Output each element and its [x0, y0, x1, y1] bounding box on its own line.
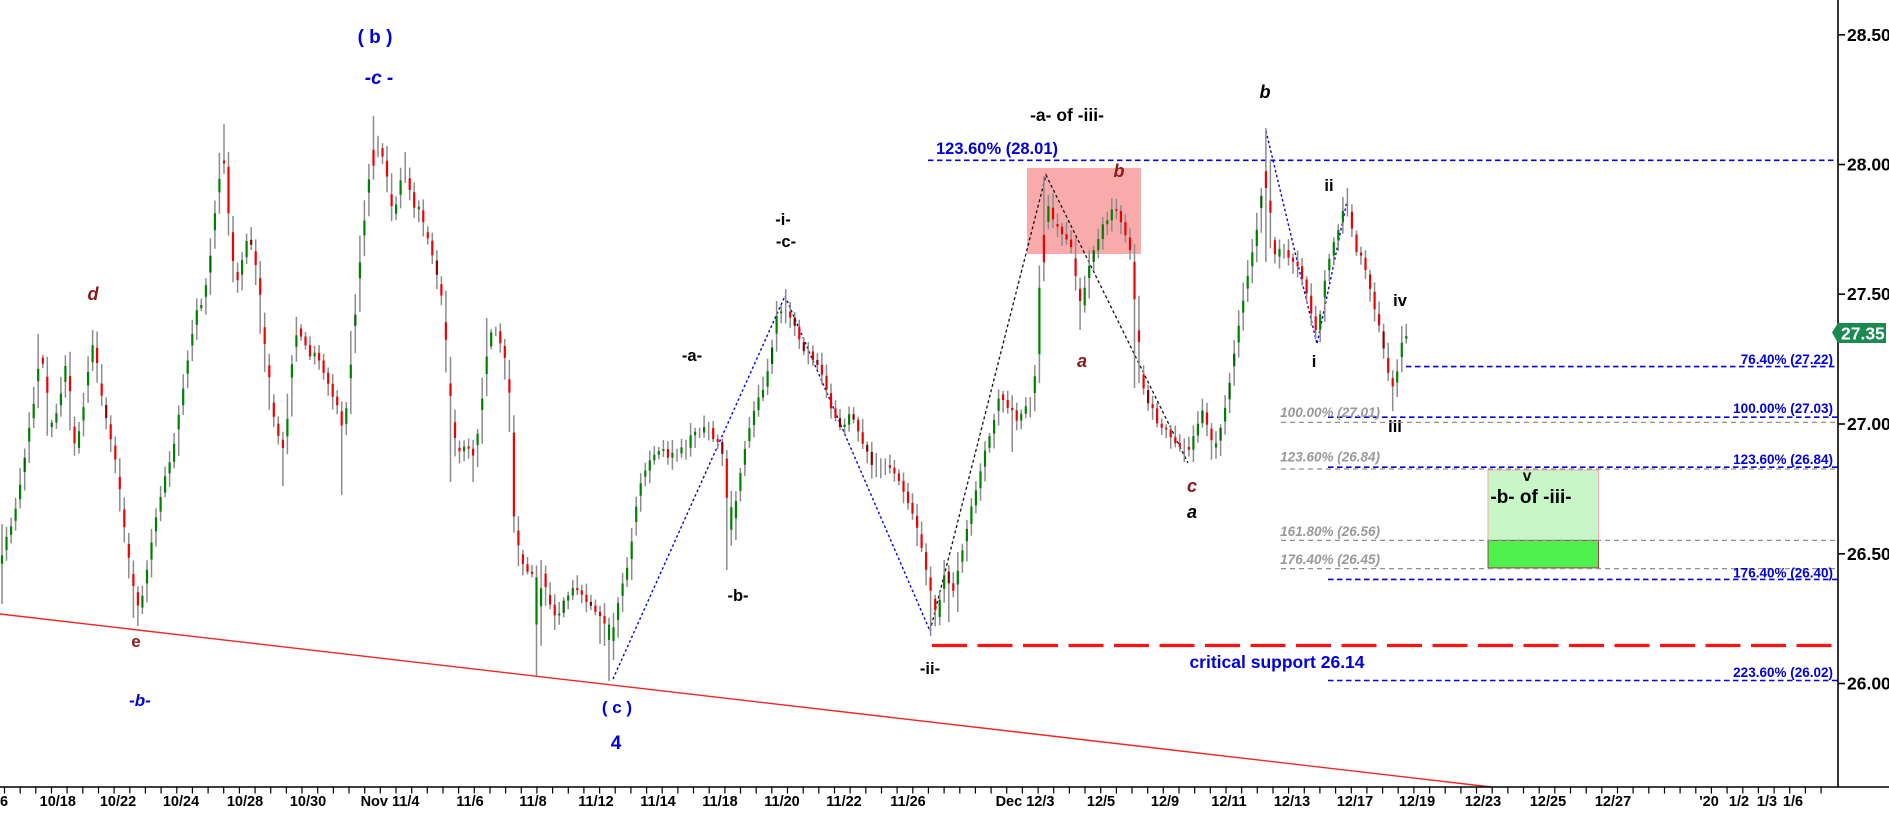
svg-text:-ii-: -ii-: [920, 660, 940, 678]
svg-text:27.00: 27.00: [1847, 414, 1889, 434]
svg-text:76.40% (27.22): 76.40% (27.22): [1741, 352, 1833, 367]
svg-text:Dec 12/3: Dec 12/3: [996, 794, 1055, 810]
svg-text:-b-: -b-: [727, 587, 748, 605]
svg-text:12/19: 12/19: [1399, 794, 1435, 810]
svg-text:10/30: 10/30: [290, 794, 326, 810]
svg-text:b: b: [1260, 82, 1271, 102]
svg-text:-b- of -iii-: -b- of -iii-: [1490, 487, 1571, 508]
svg-text:12/11: 12/11: [1211, 794, 1247, 810]
svg-text:-c -: -c -: [365, 68, 394, 89]
svg-text:iv: iv: [1393, 292, 1408, 310]
svg-text:176.40% (26.40): 176.40% (26.40): [1733, 566, 1833, 581]
svg-text:6: 6: [0, 794, 8, 810]
svg-text:12/13: 12/13: [1274, 794, 1310, 810]
svg-text:11/14: 11/14: [640, 794, 676, 810]
svg-text:10/22: 10/22: [100, 794, 136, 810]
svg-text:28.00: 28.00: [1847, 155, 1889, 175]
svg-text:iii: iii: [1388, 418, 1402, 436]
svg-text:27.50: 27.50: [1847, 284, 1889, 304]
svg-text:26.50: 26.50: [1847, 544, 1889, 564]
svg-text:-a-: -a-: [682, 347, 702, 365]
svg-text:10/28: 10/28: [227, 794, 263, 810]
svg-text:10/18: 10/18: [40, 794, 76, 810]
svg-text:a: a: [1077, 351, 1087, 371]
svg-text:26.00: 26.00: [1847, 674, 1889, 694]
svg-text:100.00% (27.03): 100.00% (27.03): [1733, 401, 1833, 416]
svg-text:11/26: 11/26: [890, 794, 926, 810]
svg-text:'20: '20: [1699, 794, 1719, 810]
svg-text:e: e: [131, 632, 140, 651]
svg-text:176.40% (26.45): 176.40% (26.45): [1280, 552, 1380, 567]
svg-text:28.50: 28.50: [1847, 25, 1889, 45]
svg-text:b: b: [1114, 161, 1125, 181]
svg-text:12/17: 12/17: [1337, 794, 1373, 810]
svg-text:11/8: 11/8: [519, 794, 546, 810]
svg-text:123.60% (28.01): 123.60% (28.01): [936, 140, 1058, 158]
svg-text:11/12: 11/12: [578, 794, 614, 810]
svg-text:( c ): ( c ): [602, 698, 632, 717]
svg-text:-i-: -i-: [775, 211, 791, 229]
svg-text:-c-: -c-: [776, 233, 796, 251]
svg-text:11/6: 11/6: [456, 794, 483, 810]
svg-text:123.60% (26.84): 123.60% (26.84): [1733, 452, 1833, 467]
svg-text:a: a: [1187, 502, 1197, 522]
svg-text:critical support 26.14: critical support 26.14: [1189, 652, 1364, 672]
svg-text:v: v: [1523, 468, 1532, 485]
svg-text:1/6: 1/6: [1783, 794, 1803, 810]
svg-text:11/18: 11/18: [702, 794, 738, 810]
svg-text:-b-: -b-: [129, 691, 151, 710]
svg-text:12/25: 12/25: [1530, 794, 1566, 810]
svg-text:12/5: 12/5: [1087, 794, 1115, 810]
svg-text:1/3: 1/3: [1757, 794, 1777, 810]
svg-text:1/2: 1/2: [1729, 794, 1749, 810]
svg-text:i: i: [1312, 353, 1317, 371]
svg-text:10/24: 10/24: [163, 794, 199, 810]
svg-text:161.80% (26.56): 161.80% (26.56): [1280, 524, 1380, 539]
svg-text:4: 4: [611, 733, 622, 754]
svg-text:12/23: 12/23: [1465, 794, 1501, 810]
svg-text:12/9: 12/9: [1151, 794, 1179, 810]
svg-text:d: d: [88, 284, 100, 304]
svg-text:100.00% (27.01): 100.00% (27.01): [1280, 405, 1380, 420]
svg-text:11/22: 11/22: [826, 794, 862, 810]
svg-text:-a- of -iii-: -a- of -iii-: [1030, 105, 1104, 125]
svg-text:12/27: 12/27: [1595, 794, 1631, 810]
svg-text:ii: ii: [1324, 177, 1333, 195]
svg-text:223.60% (26.02): 223.60% (26.02): [1733, 665, 1833, 680]
svg-text:( b ): ( b ): [358, 27, 393, 48]
svg-text:27.35: 27.35: [1841, 324, 1885, 344]
svg-text:Nov 11/4: Nov 11/4: [361, 794, 420, 810]
svg-text:c: c: [1187, 476, 1197, 496]
svg-text:123.60% (26.84): 123.60% (26.84): [1280, 450, 1380, 465]
svg-text:11/20: 11/20: [764, 794, 800, 810]
